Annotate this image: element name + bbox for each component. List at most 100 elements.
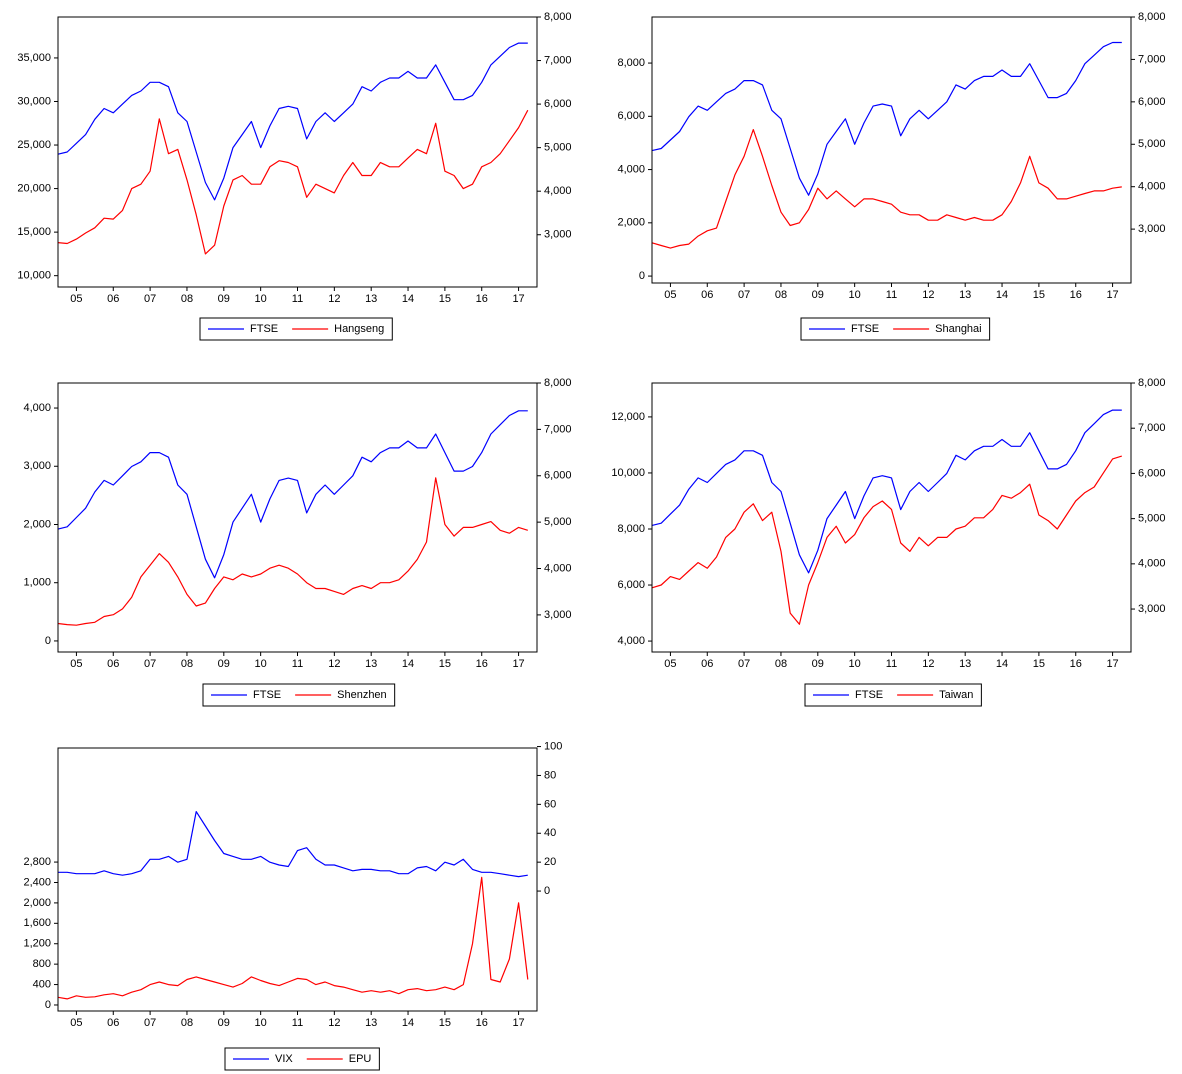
- x-tick-label: 06: [107, 293, 119, 305]
- y2-tick-label: 8,000: [544, 377, 572, 389]
- y-tick-label: 800: [33, 958, 51, 970]
- y-tick-label: 0: [639, 270, 645, 282]
- x-tick-label: 14: [402, 1017, 414, 1029]
- x-tick-label: 12: [922, 658, 934, 670]
- x-tick-label: 06: [701, 658, 713, 670]
- legend-label: VIX: [275, 1053, 293, 1065]
- x-tick-label: 17: [512, 658, 524, 670]
- y2-tick-label: 4,000: [544, 562, 572, 574]
- x-tick-label: 14: [996, 658, 1008, 670]
- x-tick-label: 10: [849, 658, 861, 670]
- y2-tick-label: 4,000: [1138, 558, 1166, 570]
- x-tick-label: 16: [476, 293, 488, 305]
- y-tick-label: 2,000: [23, 897, 51, 909]
- x-tick-label: 17: [512, 1017, 524, 1029]
- x-tick-label: 14: [402, 293, 414, 305]
- x-tick-label: 07: [738, 658, 750, 670]
- legend-label: EPU: [349, 1053, 372, 1065]
- y-tick-label: 35,000: [17, 52, 51, 64]
- y2-tick-label: 3,000: [544, 609, 572, 621]
- plot-frame: [57, 382, 538, 653]
- y2-tick-label: 8,000: [544, 11, 572, 23]
- data-line: [651, 455, 1122, 625]
- y-tick-label: 10,000: [17, 270, 51, 282]
- x-tick-label: 17: [1106, 289, 1118, 301]
- y2-tick-label: 7,000: [544, 423, 572, 435]
- legend-box: [224, 1047, 380, 1071]
- y2-tick-label: 0: [544, 885, 550, 897]
- y-tick-label: 30,000: [17, 95, 51, 107]
- y2-tick-label: 8,000: [1138, 11, 1166, 23]
- x-tick-label: 07: [738, 289, 750, 301]
- chart-panel: 0 2,000 4,000 6,000 8,000 3,000 4,000 5,000 6,00…: [617, 11, 1166, 341]
- x-tick-label: 14: [402, 658, 414, 670]
- y2-tick-label: 4,000: [1138, 181, 1166, 193]
- chart-panel: 10,000 15,000 20,000 25,000 30,000 35,000 3,00…: [17, 11, 572, 341]
- x-tick-label: 12: [328, 1017, 340, 1029]
- y-tick-label: 2,000: [617, 217, 645, 229]
- y-tick-label: 8,000: [617, 523, 645, 535]
- y2-tick-label: 3,000: [1138, 603, 1166, 615]
- legend-label: FTSE: [253, 689, 281, 701]
- y-tick-label: 20,000: [17, 182, 51, 194]
- x-tick-label: 09: [812, 289, 824, 301]
- y2-tick-label: 5,000: [544, 516, 572, 528]
- x-tick-label: 11: [886, 658, 897, 670]
- y-tick-label: 8,000: [617, 57, 645, 69]
- x-tick-label: 13: [959, 658, 971, 670]
- data-line: [57, 477, 528, 626]
- x-tick-label: 11: [292, 1017, 303, 1029]
- x-tick-label: 08: [775, 658, 787, 670]
- y2-tick-label: 60: [544, 798, 556, 810]
- x-tick-label: 09: [218, 658, 230, 670]
- y-tick-label: 25,000: [17, 139, 51, 151]
- x-tick-label: 10: [255, 658, 267, 670]
- y2-tick-label: 100: [544, 740, 562, 752]
- y-tick-label: 1,600: [23, 917, 51, 929]
- x-tick-label: 07: [144, 658, 156, 670]
- y2-tick-label: 3,000: [1138, 223, 1166, 235]
- y2-tick-label: 7,000: [1138, 422, 1166, 434]
- x-tick-label: 05: [70, 658, 82, 670]
- legend-label: FTSE: [855, 689, 883, 701]
- y2-tick-label: 20: [544, 856, 556, 868]
- x-tick-label: 13: [365, 658, 377, 670]
- x-tick-label: 11: [292, 658, 303, 670]
- y-tick-label: 4,000: [617, 635, 645, 647]
- x-tick-label: 12: [922, 289, 934, 301]
- x-tick-label: 13: [365, 293, 377, 305]
- y-tick-label: 1,000: [23, 577, 51, 589]
- x-tick-label: 07: [144, 293, 156, 305]
- x-tick-label: 05: [70, 1017, 82, 1029]
- y2-tick-label: 3,000: [544, 229, 572, 241]
- data-line: [57, 410, 528, 579]
- y-tick-label: 12,000: [611, 411, 645, 423]
- legend-label: Shenzhen: [337, 689, 387, 701]
- y-tick-label: 6,000: [617, 579, 645, 591]
- plot-frame: [57, 16, 538, 288]
- plot-frame: [57, 747, 538, 1012]
- chart-panel: 4,000 6,000 8,000 10,000 12,000 3,000 4,000 5,0…: [611, 377, 1166, 707]
- x-tick-label: 09: [218, 1017, 230, 1029]
- y2-tick-label: 80: [544, 769, 556, 781]
- y2-tick-label: 5,000: [544, 142, 572, 154]
- x-tick-label: 14: [996, 289, 1008, 301]
- x-tick-label: 16: [1070, 658, 1082, 670]
- x-tick-label: 06: [107, 658, 119, 670]
- x-tick-label: 15: [439, 293, 451, 305]
- x-tick-label: 15: [1033, 658, 1045, 670]
- plot-frame: [651, 16, 1132, 284]
- y-tick-label: 0: [45, 635, 51, 647]
- y2-tick-label: 6,000: [544, 470, 572, 482]
- legend-box: [804, 683, 982, 707]
- x-tick-label: 08: [181, 293, 193, 305]
- y-tick-label: 4,000: [617, 163, 645, 175]
- x-tick-label: 10: [849, 289, 861, 301]
- y-tick-label: 1,200: [23, 938, 51, 950]
- x-tick-label: 05: [664, 289, 676, 301]
- x-tick-label: 13: [365, 1017, 377, 1029]
- y2-tick-label: 5,000: [1138, 513, 1166, 525]
- data-line: [651, 41, 1122, 196]
- x-tick-label: 09: [218, 293, 230, 305]
- x-tick-label: 11: [292, 293, 303, 305]
